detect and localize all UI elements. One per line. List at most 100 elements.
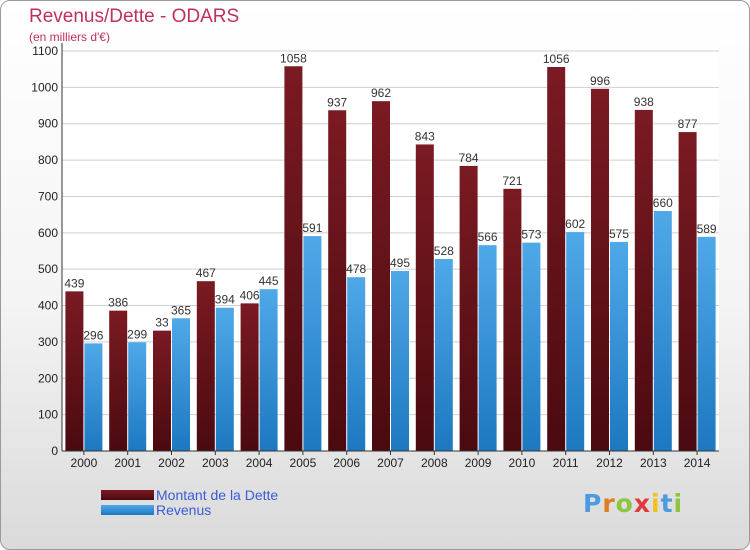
bar-revenue-2001 bbox=[128, 342, 147, 451]
y-tick-label: 0 bbox=[51, 444, 58, 458]
x-tick-label: 2001 bbox=[114, 456, 141, 470]
bar-debt-2013 bbox=[634, 109, 653, 451]
y-tick-label: 300 bbox=[38, 335, 58, 349]
x-tick-label: 2012 bbox=[596, 456, 623, 470]
data-label-debt: 962 bbox=[371, 86, 391, 100]
x-tick-label: 2009 bbox=[465, 456, 492, 470]
x-tick-label: 2007 bbox=[377, 456, 404, 470]
proxiti-logo: Proxiti bbox=[583, 489, 683, 518]
data-label-revenue: 566 bbox=[478, 230, 498, 244]
logo-letter: o bbox=[615, 489, 634, 518]
bar-revenue-2012 bbox=[610, 241, 628, 451]
bar-debt-2006 bbox=[328, 110, 347, 451]
data-label-revenue: 528 bbox=[434, 244, 454, 258]
data-label-revenue: 394 bbox=[215, 293, 235, 307]
data-label-debt: 721 bbox=[502, 174, 522, 188]
data-label-debt: 386 bbox=[108, 296, 128, 310]
x-tick-label: 2003 bbox=[202, 456, 229, 470]
data-label-revenue: 591 bbox=[302, 221, 322, 235]
x-tick-label: 2014 bbox=[684, 456, 711, 470]
bar-revenue-2004 bbox=[259, 289, 278, 451]
data-label-revenue: 299 bbox=[127, 327, 147, 341]
bar-revenue-2003 bbox=[215, 307, 234, 451]
y-tick-label: 1100 bbox=[32, 44, 58, 58]
bar-debt-2007 bbox=[372, 101, 390, 451]
data-label-debt: 996 bbox=[590, 74, 610, 88]
logo-letter: r bbox=[602, 489, 616, 518]
logo-letter: t bbox=[660, 489, 674, 518]
x-tick-label: 2013 bbox=[640, 456, 667, 470]
legend-label-debt: Montant de la Dette bbox=[156, 487, 279, 503]
data-label-debt: 1058 bbox=[280, 51, 307, 65]
data-label-revenue: 365 bbox=[171, 303, 191, 317]
legend-swatch-debt bbox=[101, 490, 154, 500]
data-label-revenue: 495 bbox=[390, 256, 410, 270]
data-label-debt: 33 bbox=[155, 316, 169, 330]
logo-letter: x bbox=[633, 489, 651, 518]
x-tick-label: 2010 bbox=[509, 456, 536, 470]
x-tick-label: 2008 bbox=[421, 456, 448, 470]
y-tick-label: 700 bbox=[38, 189, 58, 203]
y-tick-label: 500 bbox=[38, 262, 58, 276]
data-label-debt: 937 bbox=[327, 95, 347, 109]
data-label-debt: 877 bbox=[678, 117, 698, 131]
legend-swatch-revenue bbox=[101, 505, 154, 515]
bar-debt-2012 bbox=[591, 88, 609, 452]
logo-letter: i bbox=[673, 489, 684, 518]
bar-revenue-2010 bbox=[522, 242, 541, 451]
bar-debt-2001 bbox=[109, 310, 128, 451]
bar-debt-2014 bbox=[678, 132, 697, 451]
bar-debt-2009 bbox=[459, 165, 478, 451]
chart-title: Revenus/Dette - ODARS bbox=[29, 6, 240, 27]
bar-debt-2000 bbox=[65, 291, 84, 451]
x-tick-label: 2005 bbox=[290, 456, 317, 470]
data-label-debt: 938 bbox=[634, 95, 654, 109]
y-tick-label: 900 bbox=[38, 117, 58, 131]
y-tick-label: 200 bbox=[38, 371, 58, 385]
y-tick-label: 100 bbox=[38, 408, 58, 422]
bar-debt-2008 bbox=[415, 144, 434, 452]
x-tick-label: 2004 bbox=[246, 456, 273, 470]
bar-revenue-2002 bbox=[172, 318, 190, 451]
logo-letter: i bbox=[651, 489, 661, 518]
data-label-debt: 1056 bbox=[543, 52, 570, 66]
data-label-revenue: 589 bbox=[697, 222, 717, 236]
y-tick-label: 1000 bbox=[31, 80, 58, 94]
bar-revenue-2009 bbox=[478, 245, 497, 451]
chart-subtitle: (en milliers d'€) bbox=[29, 30, 110, 44]
data-label-revenue: 573 bbox=[521, 228, 541, 242]
data-label-debt: 467 bbox=[196, 266, 216, 280]
data-label-revenue: 660 bbox=[653, 196, 673, 210]
data-label-revenue: 478 bbox=[346, 262, 366, 276]
bar-revenue-2013 bbox=[653, 211, 672, 451]
y-tick-label: 600 bbox=[38, 226, 58, 240]
data-label-revenue: 575 bbox=[609, 227, 629, 241]
bar-debt-2010 bbox=[503, 188, 522, 451]
data-label-revenue: 445 bbox=[259, 274, 279, 288]
bar-revenue-2011 bbox=[566, 232, 585, 451]
bar-debt-2005 bbox=[284, 66, 303, 451]
plot-background bbox=[62, 43, 719, 451]
x-tick-label: 2002 bbox=[158, 456, 185, 470]
data-label-revenue: 602 bbox=[565, 217, 585, 231]
bar-debt-2011 bbox=[547, 67, 566, 451]
x-tick-label: 2000 bbox=[71, 456, 98, 470]
logo-letter: P bbox=[583, 489, 603, 518]
bar-revenue-2014 bbox=[697, 236, 716, 451]
bar-revenue-2007 bbox=[391, 271, 409, 451]
bar-revenue-2008 bbox=[434, 259, 453, 451]
data-label-debt: 406 bbox=[240, 288, 260, 302]
bar-debt-2004 bbox=[240, 303, 259, 451]
y-tick-label: 400 bbox=[38, 299, 58, 313]
x-tick-label: 2011 bbox=[553, 456, 579, 470]
x-tick-label: 2006 bbox=[333, 456, 360, 470]
data-label-debt: 439 bbox=[64, 276, 84, 290]
data-label-debt: 784 bbox=[459, 151, 479, 165]
bar-debt-2003 bbox=[196, 281, 215, 451]
bar-revenue-2005 bbox=[303, 236, 322, 451]
data-label-revenue: 296 bbox=[83, 328, 103, 342]
bar-revenue-2006 bbox=[347, 277, 366, 451]
y-tick-label: 800 bbox=[38, 153, 58, 167]
